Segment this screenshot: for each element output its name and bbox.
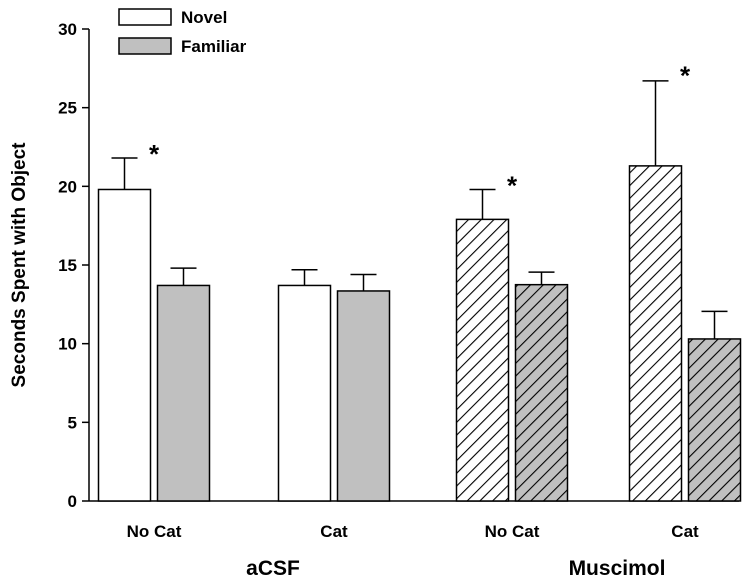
bar-novel [455,218,510,502]
legend-swatch-novel [118,8,172,26]
group-label-muscimol: Muscimol [569,557,666,580]
bars [97,165,742,502]
significance-asterisk: * [149,139,160,169]
legend-swatch-familiar [118,37,172,55]
bar-familiar [514,283,569,502]
y-tick-label: 20 [58,177,77,196]
bar-familiar [156,284,211,502]
y-axis-title: Seconds Spent with Object [9,142,30,388]
category-label: No Cat [127,522,182,541]
y-tick-label: 5 [68,413,77,432]
category-labels: No Cat Cat No Cat Cat [127,522,699,541]
significance-asterisk: * [507,170,518,200]
group-label-acsf: aCSF [246,557,300,580]
error-bars [111,80,728,339]
y-tick-label: 30 [58,20,77,39]
category-label: No Cat [485,522,540,541]
bar-familiar [336,290,391,502]
y-tick-label: 25 [58,99,77,118]
legend: Novel Familiar [118,8,247,56]
category-label: Cat [320,522,348,541]
bar-familiar [687,338,742,502]
y-tick-label: 0 [68,492,77,511]
significance-asterisk: * [680,60,691,90]
y-tick-label: 10 [58,335,77,354]
legend-label-novel: Novel [181,8,227,27]
category-label: Cat [671,522,699,541]
bar-novel [97,188,152,502]
y-tick-label: 15 [58,256,77,275]
bar-novel [277,284,332,502]
bar-novel [628,165,683,502]
legend-label-familiar: Familiar [181,37,247,56]
annotations: * * * [149,60,691,200]
y-axis-ticks: 0 5 10 15 20 25 30 [58,20,89,511]
